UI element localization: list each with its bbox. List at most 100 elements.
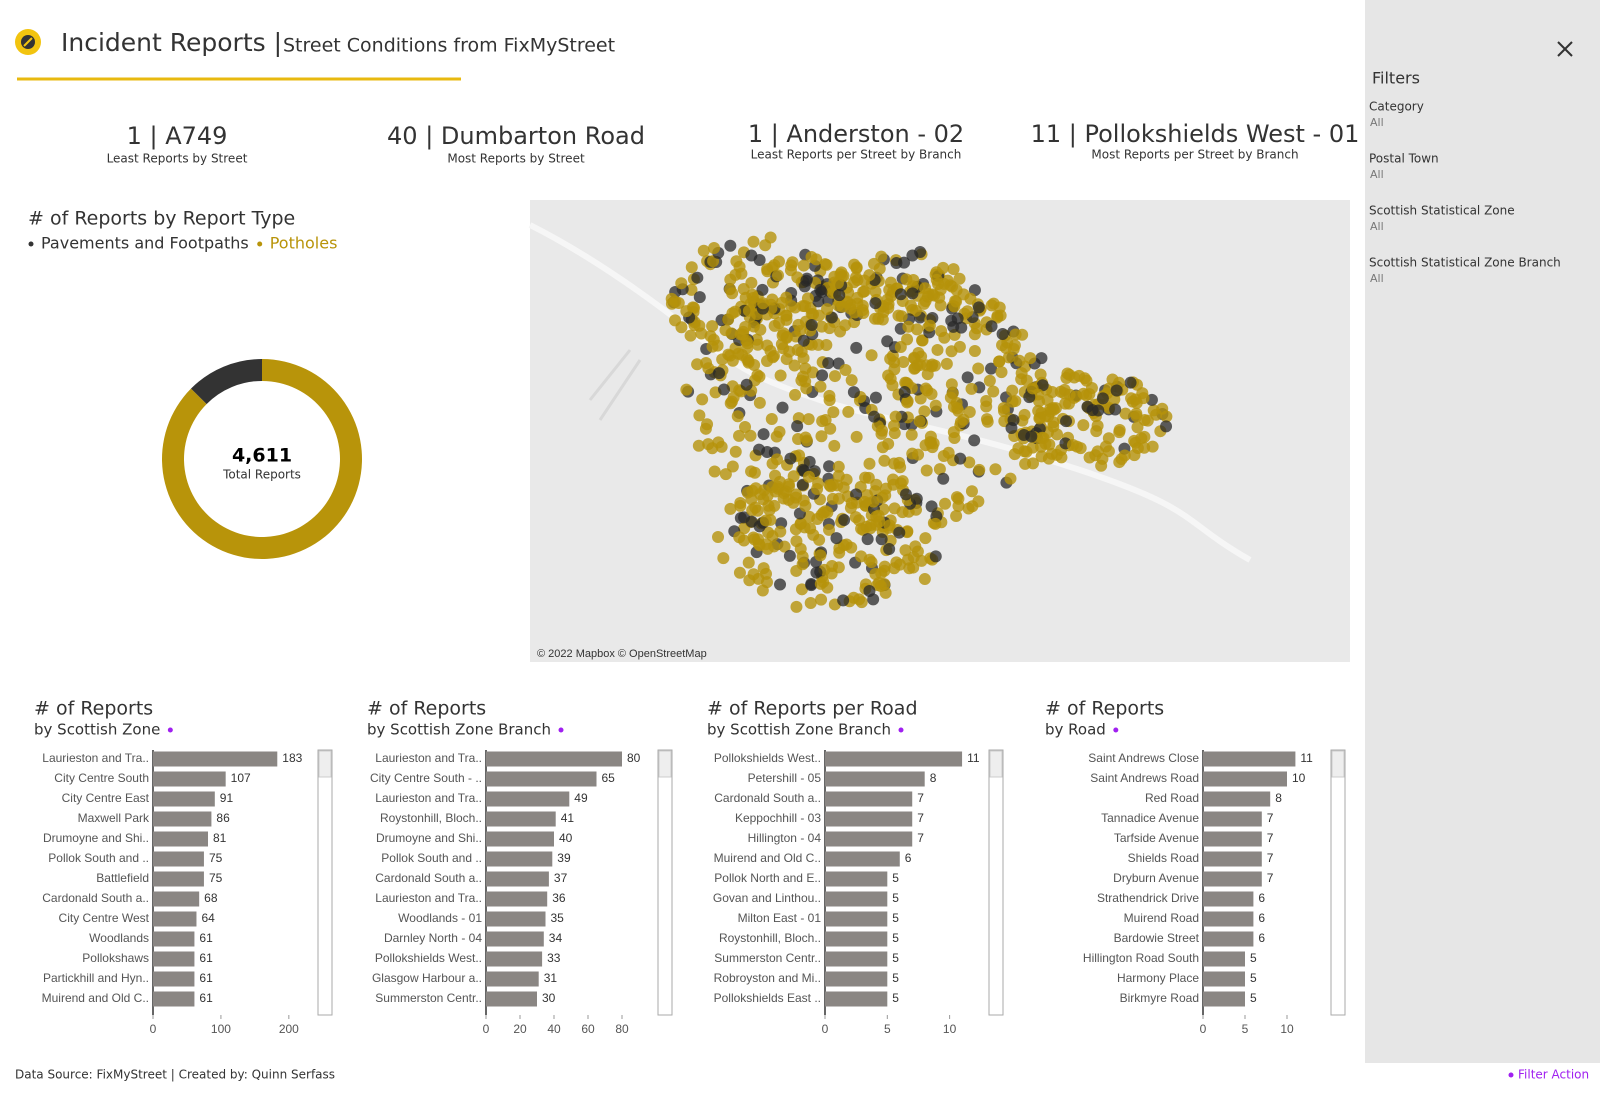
bar bbox=[825, 871, 888, 887]
bar bbox=[1203, 751, 1296, 767]
map-point bbox=[768, 259, 781, 272]
filter-value: All bbox=[1370, 220, 1384, 233]
map-point bbox=[863, 585, 876, 598]
map-point bbox=[968, 345, 981, 358]
map-point bbox=[1096, 452, 1109, 465]
value-label: 40 bbox=[559, 831, 573, 845]
map-point bbox=[987, 385, 1000, 398]
bar bbox=[486, 771, 597, 787]
map-point bbox=[839, 364, 852, 377]
map-point bbox=[985, 320, 998, 333]
map-point bbox=[1066, 439, 1079, 452]
map-point bbox=[759, 239, 772, 252]
map-point bbox=[837, 269, 850, 282]
category-label: Woodlands - 01 bbox=[398, 911, 482, 925]
map-point bbox=[842, 405, 855, 418]
category-label: City Centre West bbox=[59, 911, 150, 925]
x-tick-label: 100 bbox=[211, 1022, 231, 1036]
map-point bbox=[752, 538, 765, 551]
map-point bbox=[1060, 415, 1073, 428]
value-label: 6 bbox=[1258, 891, 1265, 905]
map-point bbox=[1126, 395, 1139, 408]
map-point bbox=[1025, 430, 1038, 443]
value-label: 5 bbox=[1250, 951, 1257, 965]
value-label: 35 bbox=[551, 911, 565, 925]
category-label: Pollok South and .. bbox=[48, 851, 149, 865]
filter-action-dot bbox=[1113, 727, 1119, 733]
map-point bbox=[883, 519, 896, 532]
map-point bbox=[828, 439, 841, 452]
scrollbar bbox=[657, 749, 673, 1016]
kpi-label: Most Reports by Street bbox=[447, 152, 585, 166]
map-point bbox=[1109, 403, 1122, 416]
map-point bbox=[968, 434, 981, 447]
map-point bbox=[875, 250, 888, 263]
x-tick-label: 10 bbox=[1280, 1022, 1294, 1036]
value-label: 30 bbox=[542, 991, 556, 1005]
map-point bbox=[815, 430, 828, 443]
map-point bbox=[913, 415, 926, 428]
map-point bbox=[869, 391, 882, 404]
map-point bbox=[733, 531, 746, 544]
map-point bbox=[970, 322, 983, 335]
value-label: 11 bbox=[967, 751, 980, 765]
map-point bbox=[760, 576, 773, 589]
bar bbox=[1203, 891, 1254, 907]
map-point bbox=[824, 480, 837, 493]
map-point bbox=[1007, 342, 1020, 355]
map-point bbox=[795, 583, 808, 596]
map-point bbox=[776, 401, 789, 414]
map-point bbox=[753, 396, 766, 409]
chart-title: # of Reports bbox=[1045, 698, 1164, 720]
value-label: 6 bbox=[1258, 911, 1265, 925]
legend-dot bbox=[257, 241, 263, 247]
map-point bbox=[1019, 457, 1032, 470]
map-point bbox=[1049, 402, 1062, 415]
map-point bbox=[848, 276, 861, 289]
map-point bbox=[918, 405, 931, 418]
bar bbox=[1203, 771, 1287, 787]
map-point bbox=[926, 441, 939, 454]
map-point bbox=[973, 463, 986, 476]
map-point bbox=[807, 528, 820, 541]
map-point bbox=[1009, 328, 1022, 341]
map-point bbox=[792, 318, 805, 331]
map-point bbox=[910, 492, 923, 505]
close-button[interactable] bbox=[1557, 41, 1573, 57]
map-point bbox=[899, 544, 912, 557]
map-point bbox=[961, 371, 974, 384]
legend-label: Potholes bbox=[270, 234, 338, 253]
map-point bbox=[872, 509, 885, 522]
x-tick-label: 0 bbox=[1200, 1022, 1207, 1036]
category-label: Hillington Road South bbox=[1083, 951, 1199, 965]
map-point bbox=[998, 405, 1011, 418]
map-point bbox=[1063, 388, 1076, 401]
map-point bbox=[745, 276, 758, 289]
map-point bbox=[972, 301, 985, 314]
bar bbox=[486, 931, 544, 947]
map-point bbox=[706, 320, 719, 333]
map-river bbox=[528, 222, 1252, 563]
map-point bbox=[883, 542, 896, 555]
map-point bbox=[1035, 450, 1048, 463]
map-point bbox=[940, 357, 953, 370]
value-label: 10 bbox=[1292, 771, 1306, 785]
value-label: 6 bbox=[1258, 931, 1265, 945]
category-label: Petershill - 05 bbox=[748, 771, 822, 785]
value-label: 37 bbox=[554, 871, 568, 885]
page-title: Incident Reports | bbox=[61, 28, 282, 57]
map-point bbox=[719, 468, 732, 481]
map-point bbox=[782, 493, 795, 506]
map-point bbox=[1073, 369, 1086, 382]
map-point bbox=[743, 574, 756, 587]
bar bbox=[486, 911, 546, 927]
map-point bbox=[914, 246, 927, 259]
map-point bbox=[799, 499, 812, 512]
bar bbox=[825, 951, 888, 967]
map-point bbox=[898, 386, 911, 399]
map-point bbox=[823, 460, 836, 473]
map-point bbox=[757, 428, 770, 441]
chart-subtitle: by Road bbox=[1045, 721, 1106, 739]
scrollbar-thumb bbox=[1331, 750, 1345, 778]
map-points bbox=[665, 231, 1173, 613]
